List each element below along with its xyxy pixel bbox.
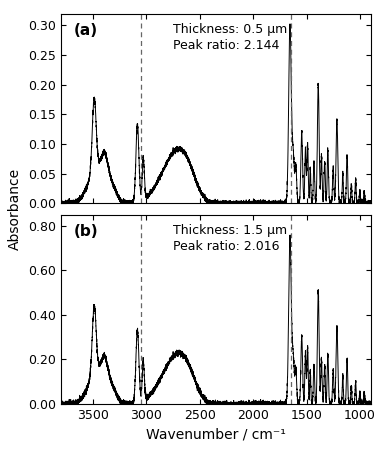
Text: Absorbance: Absorbance — [8, 168, 22, 250]
Text: Thickness: 0.5 μm
Peak ratio: 2.144: Thickness: 0.5 μm Peak ratio: 2.144 — [173, 23, 287, 52]
Text: Thickness: 1.5 μm
Peak ratio: 2.016: Thickness: 1.5 μm Peak ratio: 2.016 — [173, 224, 286, 253]
Text: (a): (a) — [73, 23, 98, 38]
Text: (b): (b) — [73, 224, 98, 239]
X-axis label: Wavenumber / cm⁻¹: Wavenumber / cm⁻¹ — [146, 428, 286, 441]
